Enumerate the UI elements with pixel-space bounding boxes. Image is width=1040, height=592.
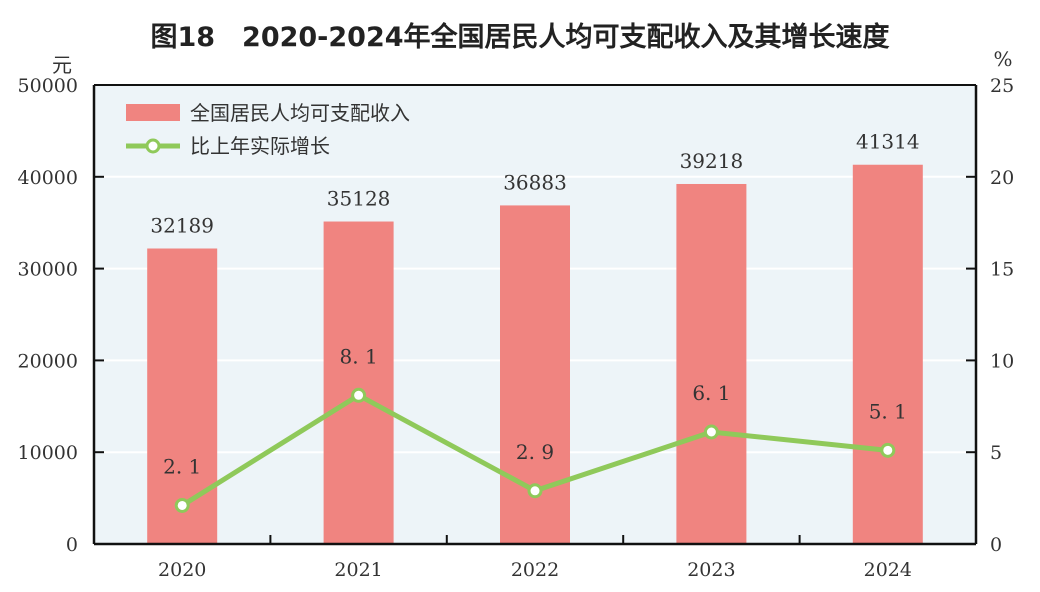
bar-2021	[323, 221, 394, 544]
left-tick-label: 50000	[18, 75, 78, 97]
growth-label-2021: 8. 1	[340, 344, 378, 368]
x-tick-label-2022: 2022	[511, 559, 559, 581]
left-axis-unit: 元	[52, 53, 72, 77]
legend: 全国居民人均可支配收入 比上年实际增长	[126, 101, 410, 158]
bar-2020	[147, 248, 218, 544]
growth-point-2024	[880, 442, 896, 458]
growth-point-2020	[174, 497, 190, 513]
x-tick-label-2024: 2024	[864, 559, 912, 581]
x-tick-label-2021: 2021	[334, 559, 382, 581]
legend-bar-swatch	[126, 104, 180, 121]
right-tick-label: 10	[990, 350, 1014, 372]
growth-label-2020: 2. 1	[163, 454, 201, 478]
x-tick-label-2020: 2020	[158, 559, 206, 581]
bar-label-2024: 41314	[856, 130, 920, 154]
right-tick-label: 5	[990, 442, 1002, 464]
left-tick-label: 10000	[18, 442, 78, 464]
growth-label-2023: 6. 1	[692, 381, 730, 405]
right-tick-label: 20	[990, 167, 1014, 189]
growth-point-2021	[351, 387, 367, 403]
chart-title: 图18 2020-2024年全国居民人均可支配收入及其增长速度	[150, 21, 889, 53]
left-tick-label: 0	[66, 534, 78, 556]
left-tick-label: 30000	[18, 259, 78, 281]
growth-label-2024: 5. 1	[869, 399, 907, 423]
bar-label-2023: 39218	[680, 149, 744, 173]
right-tick-label: 25	[990, 75, 1014, 97]
left-tick-label: 40000	[18, 167, 78, 189]
bar-label-2022: 36883	[503, 170, 567, 194]
bar-label-2021: 35128	[327, 187, 391, 211]
growth-point-2022	[527, 483, 543, 499]
bar-2023	[676, 183, 747, 544]
legend-line-marker	[145, 138, 161, 154]
left-tick-label: 20000	[18, 350, 78, 372]
growth-point-2023	[703, 424, 719, 440]
x-tick-label-2023: 2023	[687, 559, 735, 581]
bar-2024	[852, 164, 923, 544]
legend-bar-label: 全国居民人均可支配收入	[190, 101, 410, 125]
right-tick-label: 0	[990, 534, 1002, 556]
bar-label-2020: 32189	[150, 214, 214, 238]
right-axis-unit: %	[993, 47, 1012, 71]
legend-line-label: 比上年实际增长	[190, 134, 330, 158]
growth-label-2022: 2. 9	[516, 440, 554, 464]
right-tick-label: 15	[990, 259, 1014, 281]
